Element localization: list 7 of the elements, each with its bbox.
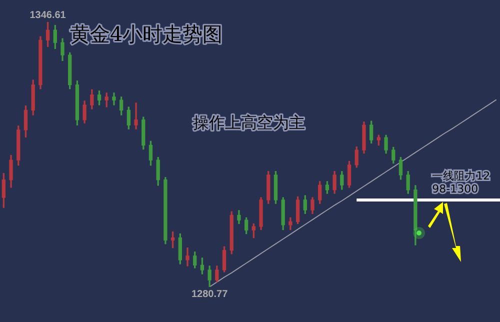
candlestick [186, 248, 190, 266]
annotation: 1346.61 [30, 10, 66, 21]
ref-line-label: 一线阻力1298-1300 [432, 169, 490, 196]
text: 操作上高空为主 [193, 113, 305, 132]
candlestick [134, 102, 138, 130]
chart-title: 黄金4小时走势图 [70, 22, 223, 46]
annotation: 1280.77 [191, 288, 228, 300]
